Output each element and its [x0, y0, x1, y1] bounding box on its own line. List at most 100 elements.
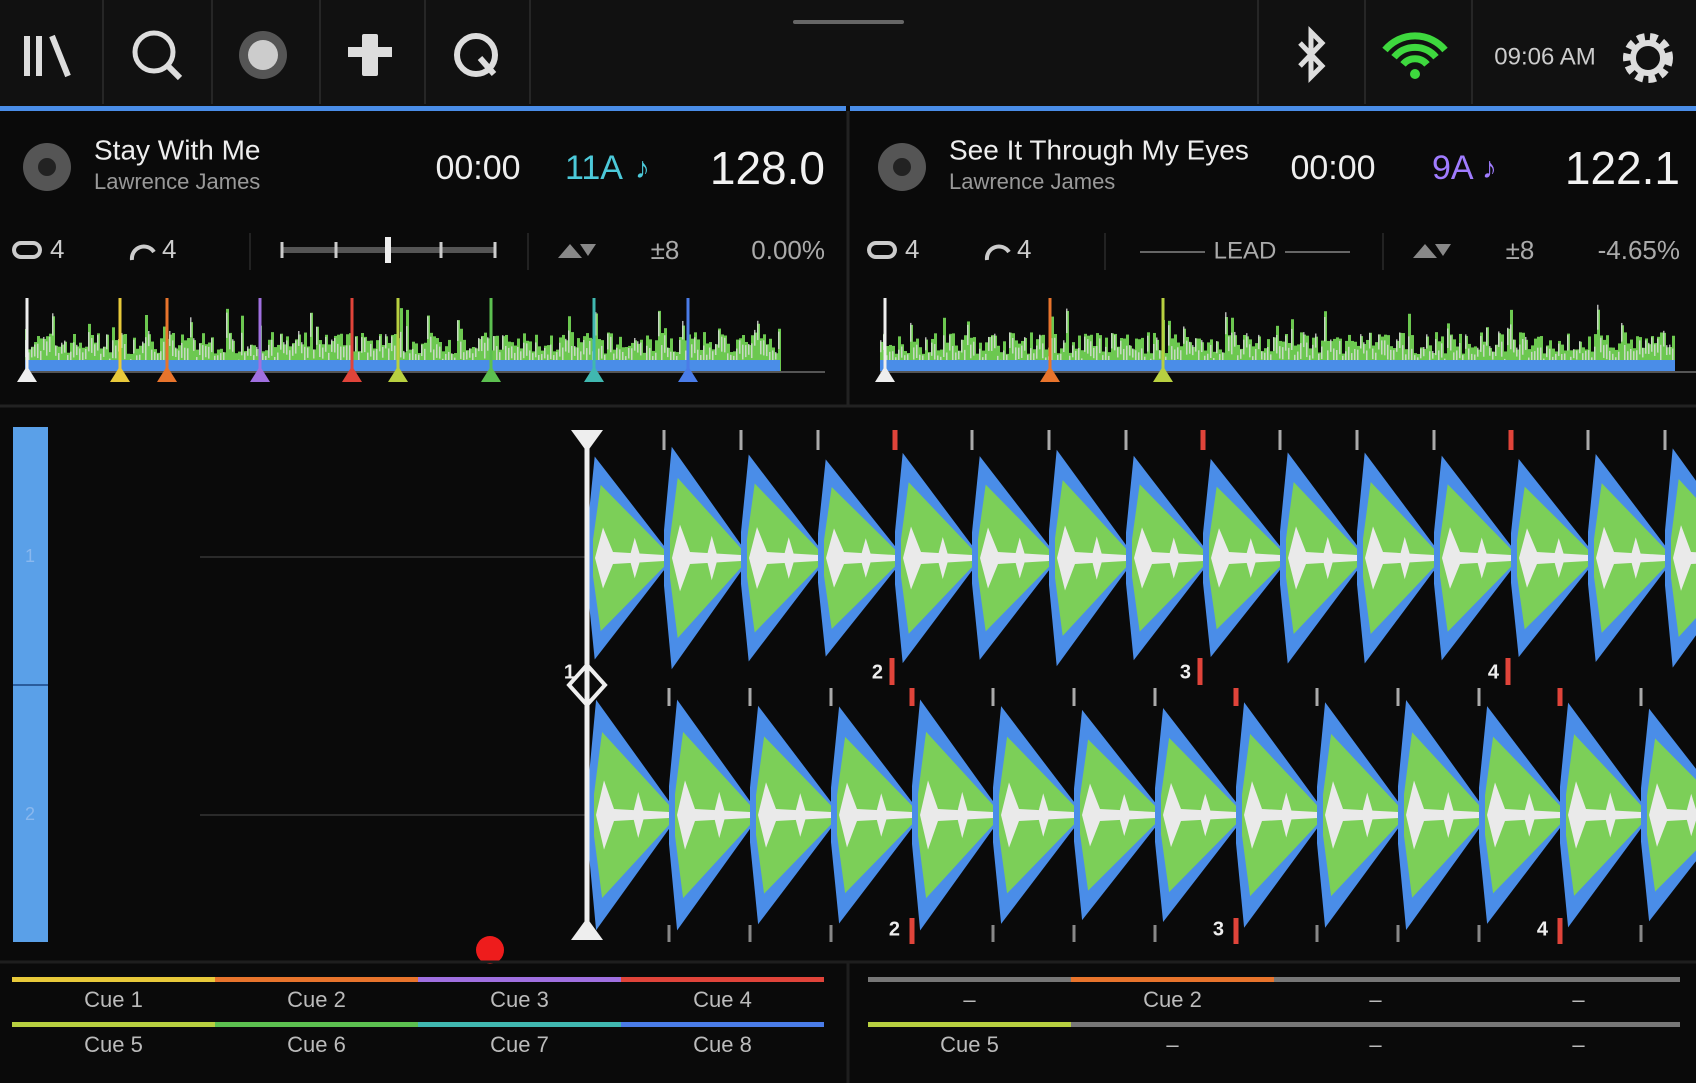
- quantize-button[interactable]: [454, 33, 498, 77]
- overview-green: [1558, 340, 1561, 372]
- track-title: See It Through My Eyes: [949, 134, 1249, 165]
- overview-green: [544, 345, 547, 372]
- overview-white: [1471, 353, 1473, 364]
- overview-white: [34, 344, 36, 357]
- overview-white: [601, 345, 603, 359]
- wave-white: [1199, 793, 1212, 837]
- overview-white: [163, 341, 165, 360]
- overview-white: [1411, 348, 1413, 364]
- record-button[interactable]: [239, 31, 287, 79]
- overview-white: [634, 337, 636, 351]
- lane-label: 1: [25, 546, 35, 566]
- overview-white: [499, 352, 501, 362]
- overview-white: [328, 352, 330, 364]
- cue-marker-head: [110, 366, 130, 382]
- overview-white: [349, 345, 351, 361]
- cue-pad[interactable]: [1071, 1022, 1274, 1027]
- cue-pad[interactable]: [215, 1022, 418, 1027]
- overview-green: [1273, 337, 1276, 372]
- cue-color-bar: [1274, 1022, 1477, 1027]
- overview-white: [1102, 355, 1104, 364]
- overview-white: [904, 355, 906, 364]
- wifi-button[interactable]: [1382, 32, 1448, 79]
- overview-white: [955, 352, 957, 364]
- wave-white: [1091, 536, 1103, 580]
- overview-green: [1063, 342, 1066, 372]
- overview-white: [322, 347, 324, 359]
- wave-white: [1118, 793, 1131, 837]
- overview-green: [1642, 347, 1645, 372]
- overview-green: [190, 322, 193, 372]
- cue-pad[interactable]: [12, 977, 215, 982]
- overview-white: [673, 352, 675, 361]
- clock: 09:06 AM: [1494, 43, 1595, 70]
- settings-button[interactable]: [1623, 33, 1673, 83]
- overview-white: [1030, 348, 1032, 364]
- overview-white: [220, 353, 222, 363]
- library-button[interactable]: [24, 34, 71, 78]
- overview-green: [1324, 311, 1327, 372]
- overview-white: [82, 352, 84, 363]
- overview-white: [1429, 351, 1431, 362]
- cue-pad[interactable]: [621, 1022, 824, 1027]
- overview-white: [394, 345, 396, 361]
- wave-white: [1280, 792, 1293, 838]
- overview-green: [1399, 332, 1402, 372]
- overview-white: [631, 348, 633, 360]
- overview-white: [409, 353, 411, 363]
- cue-pad[interactable]: [868, 977, 1071, 982]
- overview-green: [1303, 334, 1306, 372]
- overview-white: [1507, 327, 1509, 346]
- overview-white: [919, 354, 921, 365]
- cue-pad[interactable]: [12, 1022, 215, 1027]
- overview-green: [634, 340, 637, 372]
- mixer-button[interactable]: [348, 34, 392, 76]
- wave-white: [1245, 538, 1257, 578]
- cue-pad[interactable]: [418, 1022, 621, 1027]
- bluetooth-button[interactable]: [1298, 25, 1326, 84]
- overview-white: [436, 344, 438, 358]
- overview-green: [43, 338, 46, 372]
- overview-white: [172, 340, 174, 357]
- pitch-fader-handle[interactable]: [385, 237, 391, 263]
- overview-white: [412, 348, 414, 362]
- overview-white: [574, 346, 576, 356]
- overview-white: [223, 352, 225, 360]
- overview-white: [376, 349, 378, 362]
- cue-pad[interactable]: [1274, 977, 1477, 982]
- icon: [1298, 25, 1326, 84]
- overview-white: [1090, 341, 1092, 357]
- overview-green: [1450, 334, 1453, 372]
- overview-white: [622, 351, 624, 362]
- icon: [1623, 33, 1673, 83]
- overview-white: [469, 348, 471, 358]
- overview-white: [508, 347, 510, 361]
- overview-white: [388, 348, 390, 361]
- cue-pad[interactable]: [1071, 977, 1274, 982]
- overview-white: [1489, 346, 1491, 356]
- overview-white: [1117, 347, 1119, 358]
- overview-green: [1192, 346, 1195, 372]
- overview-white: [529, 350, 531, 363]
- cue-pad[interactable]: [868, 1022, 1071, 1027]
- overview-white: [1147, 335, 1149, 352]
- cue-pad[interactable]: [1477, 977, 1680, 982]
- cue-pad[interactable]: [418, 977, 621, 982]
- cue-pad[interactable]: [215, 977, 418, 982]
- cue-pad[interactable]: [1274, 1022, 1477, 1027]
- cue-pad[interactable]: [621, 977, 824, 982]
- cue-pad[interactable]: [1477, 1022, 1680, 1027]
- cue-label: Cue 5: [940, 1032, 999, 1057]
- overview-white: [331, 339, 333, 352]
- wave-white: [1553, 538, 1565, 578]
- overview-white: [1027, 354, 1029, 363]
- search-button[interactable]: [132, 30, 183, 81]
- overview-white: [1420, 348, 1422, 359]
- overview-green: [430, 332, 433, 372]
- overview-white: [37, 343, 39, 359]
- wave-white: [783, 537, 795, 579]
- overview-green: [679, 337, 682, 372]
- overview-white: [1513, 339, 1515, 353]
- overview-green: [925, 339, 928, 372]
- overview-white: [922, 355, 924, 363]
